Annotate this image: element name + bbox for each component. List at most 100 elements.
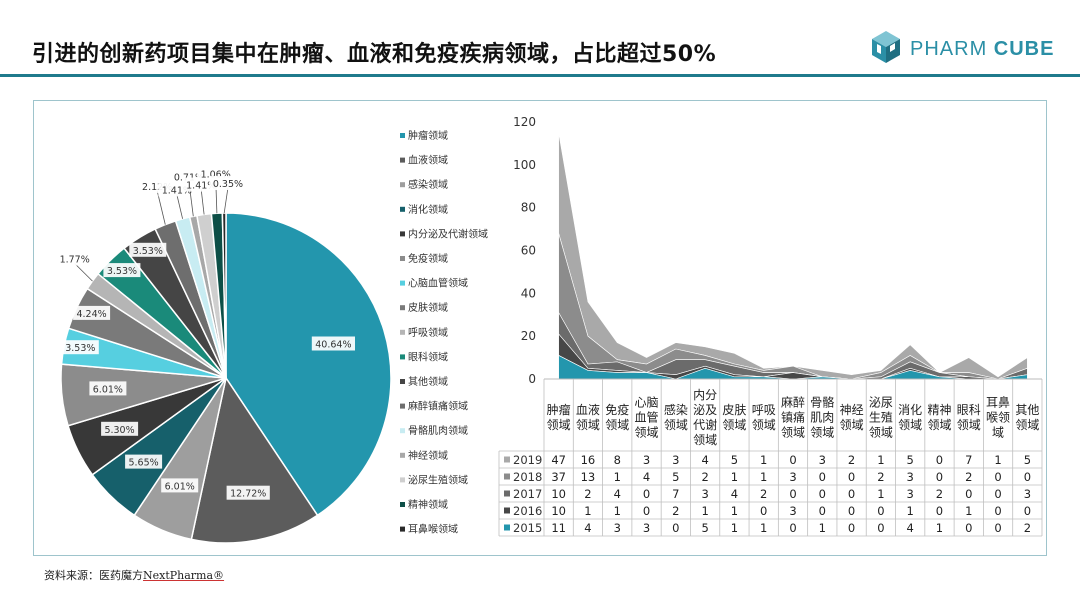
table-cell: 0 bbox=[643, 504, 650, 518]
source-prefix: 资料来源：医药魔方 bbox=[44, 569, 143, 582]
table-legend-swatch bbox=[504, 473, 510, 480]
pie-leader-line bbox=[176, 194, 183, 219]
pie-data-label: 5.30% bbox=[104, 425, 134, 436]
x-category-label: 血液领域 bbox=[576, 402, 600, 432]
table-cell: 2 bbox=[936, 487, 943, 501]
legend-label: 耳鼻喉领域 bbox=[408, 523, 458, 536]
pie-label-bg bbox=[101, 421, 139, 436]
table-cell: 0 bbox=[760, 504, 767, 518]
area-series bbox=[558, 132, 1028, 380]
table-cell: 3 bbox=[643, 453, 650, 467]
logo-wordmark: PHARM CUBE bbox=[910, 38, 1054, 61]
table-cell: 16 bbox=[581, 453, 596, 467]
table-cell: 4 bbox=[584, 521, 591, 535]
table-cell: 1 bbox=[936, 521, 943, 535]
table-cell: 0 bbox=[994, 487, 1001, 501]
pie-label-bg bbox=[125, 454, 163, 469]
pie-label-bg bbox=[61, 340, 99, 355]
x-category-label: 泌尿生殖领域 bbox=[869, 396, 893, 440]
legend-swatch bbox=[400, 452, 405, 458]
logo-light-text: PHARM bbox=[910, 38, 988, 60]
x-category-label: 感染领域 bbox=[664, 402, 688, 432]
pie-label-bg bbox=[129, 242, 167, 257]
legend-label: 精神领域 bbox=[408, 498, 448, 511]
y-tick-label: 100 bbox=[513, 158, 536, 172]
legend-label: 呼吸领域 bbox=[408, 326, 448, 339]
pie-data-label: 6.01% bbox=[165, 481, 195, 492]
table-series-label: 2019 bbox=[513, 453, 542, 467]
x-category-label: 免疫领域 bbox=[605, 402, 629, 432]
pie-data-label: 1.06% bbox=[201, 169, 231, 180]
pie-data-label: 1.77% bbox=[60, 254, 90, 265]
table-cell: 4 bbox=[731, 487, 738, 501]
legend-label: 免疫领域 bbox=[408, 252, 448, 265]
table-cell: 5 bbox=[1024, 453, 1031, 467]
table-series-label: 2017 bbox=[513, 487, 542, 501]
legend-label: 消化领域 bbox=[408, 203, 448, 216]
table-cell: 2 bbox=[877, 470, 884, 484]
table-cell: 0 bbox=[936, 504, 943, 518]
table-cell: 1 bbox=[614, 504, 621, 518]
y-tick-label: 0 bbox=[528, 372, 536, 386]
pie-data-label: 4.24% bbox=[76, 309, 106, 320]
source-note: 资料来源：医药魔方NextPharma® bbox=[44, 567, 224, 583]
table-cell: 0 bbox=[819, 470, 826, 484]
legend-swatch bbox=[400, 206, 405, 212]
table-cell: 7 bbox=[672, 487, 679, 501]
table-cell: 1 bbox=[701, 504, 708, 518]
charts-svg: 40.64% 12.72% 6.01% 5.65% 5.30% 6.01% 3.53% 4.2… bbox=[56, 115, 1043, 544]
legend-swatch bbox=[400, 305, 405, 311]
table-cell: 11 bbox=[551, 521, 566, 535]
pie-leader-line bbox=[223, 187, 229, 214]
table-cell: 1 bbox=[584, 504, 591, 518]
table-cell: 1 bbox=[877, 487, 884, 501]
table-cell: 0 bbox=[1024, 504, 1031, 518]
pie-data-label: 40.64% bbox=[315, 339, 351, 350]
table-cell: 10 bbox=[551, 487, 566, 501]
chart-panel: 40.64% 12.72% 6.01% 5.65% 5.30% 6.01% 3.53% 4.2… bbox=[33, 100, 1047, 556]
table-cell: 2 bbox=[848, 453, 855, 467]
y-tick-label: 20 bbox=[521, 329, 536, 343]
table-series-label: 2015 bbox=[513, 521, 542, 535]
legend-label: 肿瘤领域 bbox=[408, 129, 448, 142]
logo-bold-text: CUBE bbox=[993, 38, 1055, 60]
table-cell: 3 bbox=[819, 453, 826, 467]
table-cell: 0 bbox=[848, 470, 855, 484]
table-cell: 1 bbox=[760, 453, 767, 467]
table-cell: 2 bbox=[965, 470, 972, 484]
x-category-label: 皮肤领域 bbox=[722, 402, 746, 432]
pie-label-bg bbox=[73, 305, 111, 320]
pie-label-bg bbox=[226, 485, 270, 500]
table-cell: 0 bbox=[936, 470, 943, 484]
pie-data-label: 12.72% bbox=[230, 489, 266, 500]
table-cell: 0 bbox=[994, 470, 1001, 484]
pie-label-bg bbox=[161, 478, 199, 493]
pie-label-bg bbox=[103, 263, 141, 278]
title-rule bbox=[0, 74, 1080, 77]
legend-label: 骨骼肌肉领域 bbox=[408, 424, 468, 437]
table-cell: 3 bbox=[643, 521, 650, 535]
cube-icon bbox=[872, 31, 900, 63]
legend-swatch bbox=[400, 502, 405, 507]
table-cell: 1 bbox=[760, 521, 767, 535]
table-cell: 1 bbox=[965, 504, 972, 518]
legend-label: 血液领域 bbox=[408, 154, 448, 167]
x-category-label: 心脑血管领域 bbox=[635, 396, 659, 440]
pie-slice bbox=[190, 376, 319, 544]
table-cell: 3 bbox=[789, 470, 796, 484]
pie-label-bg bbox=[89, 381, 127, 396]
table-cell: 4 bbox=[701, 453, 708, 467]
table-cell: 0 bbox=[643, 487, 650, 501]
table-legend-swatch bbox=[504, 456, 510, 463]
pie-data-label: 3.53% bbox=[133, 246, 163, 257]
table-cell: 4 bbox=[907, 521, 914, 535]
legend-swatch bbox=[400, 477, 405, 483]
x-category-label: 呼吸领域 bbox=[752, 403, 776, 432]
legend-swatch bbox=[400, 428, 405, 434]
table-cell: 0 bbox=[819, 504, 826, 518]
legend-label: 内分泌及代谢领域 bbox=[408, 227, 488, 240]
x-category-label: 麻醉镇痛领域 bbox=[781, 395, 805, 440]
pie-leader-line bbox=[156, 190, 166, 225]
table-cell: 0 bbox=[789, 453, 796, 467]
pie-data-label: 3.53% bbox=[107, 266, 137, 277]
